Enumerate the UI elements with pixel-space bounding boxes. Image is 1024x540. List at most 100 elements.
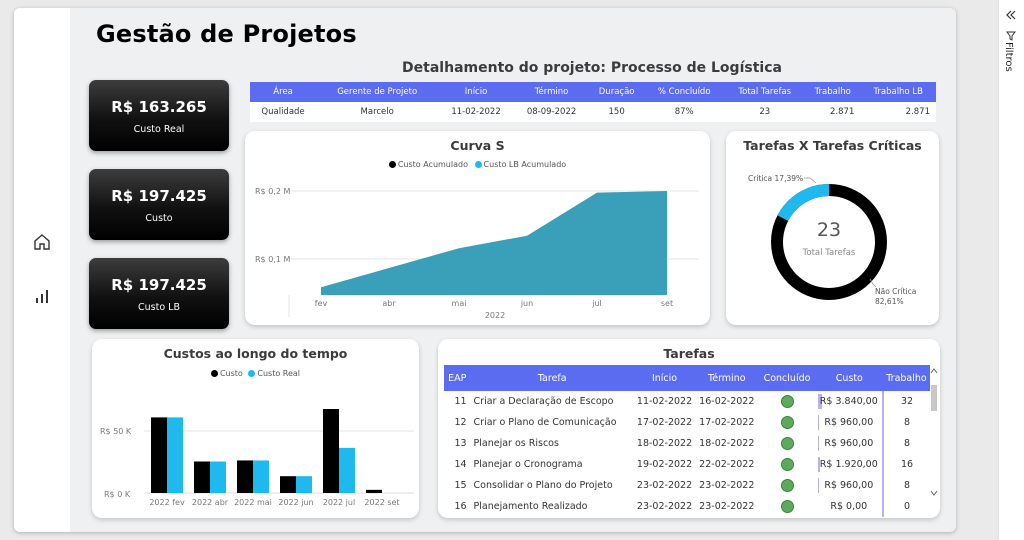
legend-dot-black bbox=[210, 370, 218, 377]
work-cell: 32 bbox=[881, 391, 930, 412]
status-green-icon bbox=[780, 479, 794, 492]
concluded-cell bbox=[758, 496, 816, 517]
legend-dot-cyan bbox=[474, 161, 482, 168]
tasks-header-cell[interactable]: Custo bbox=[815, 365, 883, 391]
x-tick-label: jul bbox=[591, 299, 602, 308]
detail-value-cell: 87% bbox=[643, 102, 725, 122]
legend-custo-lb-acumulado: Custo LB Acumulado bbox=[483, 160, 567, 169]
tasks-title: Tarefas bbox=[663, 346, 715, 361]
y-tick-label: R$ 50 K bbox=[100, 427, 132, 436]
donut-plot: 23 Total Tarefas Crítica 17,39% Não Crít… bbox=[748, 174, 916, 306]
filters-label[interactable]: Filtros bbox=[1003, 42, 1014, 72]
work-cell: 0 bbox=[881, 496, 930, 517]
kpi-label: Custo Real bbox=[133, 124, 185, 135]
table-row[interactable]: 16 Planejamento Realizado 23-02-2022 23-02-… bbox=[444, 496, 930, 517]
task-name-cell: Criar o Plano de Comunicação bbox=[470, 412, 634, 433]
cost-cell: R$ 960,00 bbox=[815, 475, 883, 496]
cost-value: R$ 1.920,00 bbox=[819, 459, 878, 470]
bar-custo-real bbox=[296, 476, 312, 493]
bar-chart-icon[interactable] bbox=[30, 284, 54, 308]
status-green-icon bbox=[780, 458, 794, 471]
donut-slice-critical bbox=[771, 184, 887, 300]
kpi-card-custo-lb[interactable]: R$ 197.425 Custo LB bbox=[89, 258, 229, 329]
work-cell: 8 bbox=[881, 433, 930, 454]
tasks-header-cell[interactable]: Início bbox=[633, 365, 696, 391]
detail-header-cell: Trabalho LB bbox=[860, 82, 936, 102]
report-page: Gestão de Projetos R$ 163.265 Custo Real… bbox=[14, 8, 956, 532]
task-name-cell: Consolidar o Plano do Projeto bbox=[470, 475, 634, 496]
end-date-cell: 23-02-2022 bbox=[695, 496, 759, 517]
task-name-cell: Criar a Declaração de Escopo bbox=[470, 391, 634, 412]
tasks-scrollbar[interactable] bbox=[930, 367, 938, 497]
donut-center-label: Total Tarefas bbox=[802, 248, 856, 258]
eap-cell: 12 bbox=[444, 412, 471, 433]
cost-bar bbox=[817, 394, 822, 409]
donut-card[interactable]: Tarefas X Tarefas Críticas 23 Total Tare… bbox=[726, 131, 939, 325]
cost-value: R$ 3.840,00 bbox=[819, 396, 878, 407]
kpi-card-custo-real[interactable]: R$ 163.265 Custo Real bbox=[89, 80, 229, 151]
kpi-label: Custo LB bbox=[138, 302, 180, 313]
task-name-cell: Planejar o Cronograma bbox=[470, 454, 634, 475]
bar-custo bbox=[237, 460, 253, 493]
x-tick-label: 2022 jun bbox=[278, 498, 313, 507]
costs-card[interactable]: Custos ao longo do tempo Custo Custo Rea… bbox=[92, 339, 419, 518]
donut-title: Tarefas X Tarefas Críticas bbox=[743, 138, 922, 153]
curva-s-card[interactable]: Curva S Custo Acumulado Custo LB Acumula… bbox=[245, 131, 710, 325]
start-date-cell: 18-02-2022 bbox=[633, 433, 696, 454]
x-tick-label: 2022 fev bbox=[149, 498, 185, 507]
concluded-cell bbox=[758, 454, 816, 475]
eap-cell: 13 bbox=[444, 433, 471, 454]
table-row[interactable]: 15 Consolidar o Plano do Projeto 23-02-202… bbox=[444, 475, 930, 496]
left-nav bbox=[14, 8, 70, 532]
noncritical-label: Não Crítica bbox=[875, 287, 916, 296]
donut-center-value: 23 bbox=[817, 219, 841, 241]
bar-custo-real bbox=[253, 460, 269, 493]
tasks-header-cell[interactable]: EAP bbox=[444, 365, 471, 391]
detail-header-cell: Início bbox=[438, 82, 514, 102]
work-cell: 8 bbox=[881, 475, 930, 496]
tasks-header-cell[interactable]: Concluído bbox=[758, 365, 816, 391]
cost-cell: R$ 960,00 bbox=[815, 433, 883, 454]
end-date-cell: 17-02-2022 bbox=[695, 412, 759, 433]
status-green-icon bbox=[780, 437, 794, 450]
legend-custo: Custo bbox=[219, 369, 243, 378]
cost-value: R$ 960,00 bbox=[824, 417, 874, 428]
start-date-cell: 23-02-2022 bbox=[633, 475, 696, 496]
table-row[interactable]: 14 Planejar o Cronograma 19-02-2022 22-02-2… bbox=[444, 454, 930, 475]
filters-pane[interactable]: Filtros bbox=[998, 0, 1024, 540]
status-green-icon bbox=[780, 416, 794, 429]
y-tick-label: R$ 0 K bbox=[104, 490, 131, 499]
tasks-header-cell[interactable]: Tarefa bbox=[470, 365, 634, 391]
detail-value-cell: 2.871 bbox=[805, 102, 861, 122]
bar-custo-real bbox=[210, 461, 226, 493]
legend-dot-black bbox=[388, 161, 396, 168]
page-title: Gestão de Projetos bbox=[96, 20, 357, 48]
kpi-card-custo[interactable]: R$ 197.425 Custo bbox=[89, 169, 229, 240]
tasks-header-cell[interactable]: Término bbox=[695, 365, 759, 391]
x-tick-label: 2022 mai bbox=[234, 498, 272, 507]
detail-value-cell: Qualidade bbox=[250, 102, 317, 122]
table-row[interactable]: 13 Planejar os Riscos 18-02-2022 18-02-2022… bbox=[444, 433, 930, 454]
home-icon[interactable] bbox=[30, 230, 54, 254]
double-chevron-left-icon[interactable] bbox=[1005, 6, 1017, 25]
table-row[interactable]: 12 Criar o Plano de Comunicação 17-02-2022… bbox=[444, 412, 930, 433]
x-tick-label: abr bbox=[382, 299, 396, 308]
x-tick-label: 2022 set bbox=[364, 498, 399, 507]
noncritical-pct: 82,61% bbox=[875, 297, 904, 306]
legend-custo-acumulado: Custo Acumulado bbox=[397, 160, 468, 169]
end-date-cell: 16-02-2022 bbox=[695, 391, 759, 412]
bar-custo-real bbox=[339, 447, 355, 493]
start-date-cell: 19-02-2022 bbox=[633, 454, 696, 475]
funnel-icon[interactable] bbox=[1006, 26, 1016, 45]
y-tick-label: R$ 0,1 M bbox=[255, 255, 290, 264]
tasks-card[interactable]: Tarefas EAP Tarefa Início Término Concluído C… bbox=[438, 339, 940, 518]
task-name-cell: Planejamento Realizado bbox=[470, 496, 634, 517]
critical-leader-line bbox=[804, 177, 817, 184]
cost-cell: R$ 960,00 bbox=[815, 412, 883, 433]
detail-title: Detalhamento do projeto: Processo de Log… bbox=[402, 60, 782, 76]
cost-cell: R$ 0,00 bbox=[815, 496, 883, 517]
cost-bar bbox=[817, 415, 819, 430]
table-row[interactable]: 11 Criar a Declaração de Escopo 11-02-2022… bbox=[444, 391, 930, 412]
tasks-header-cell[interactable]: Trabalho bbox=[882, 365, 930, 391]
end-date-cell: 22-02-2022 bbox=[695, 454, 759, 475]
